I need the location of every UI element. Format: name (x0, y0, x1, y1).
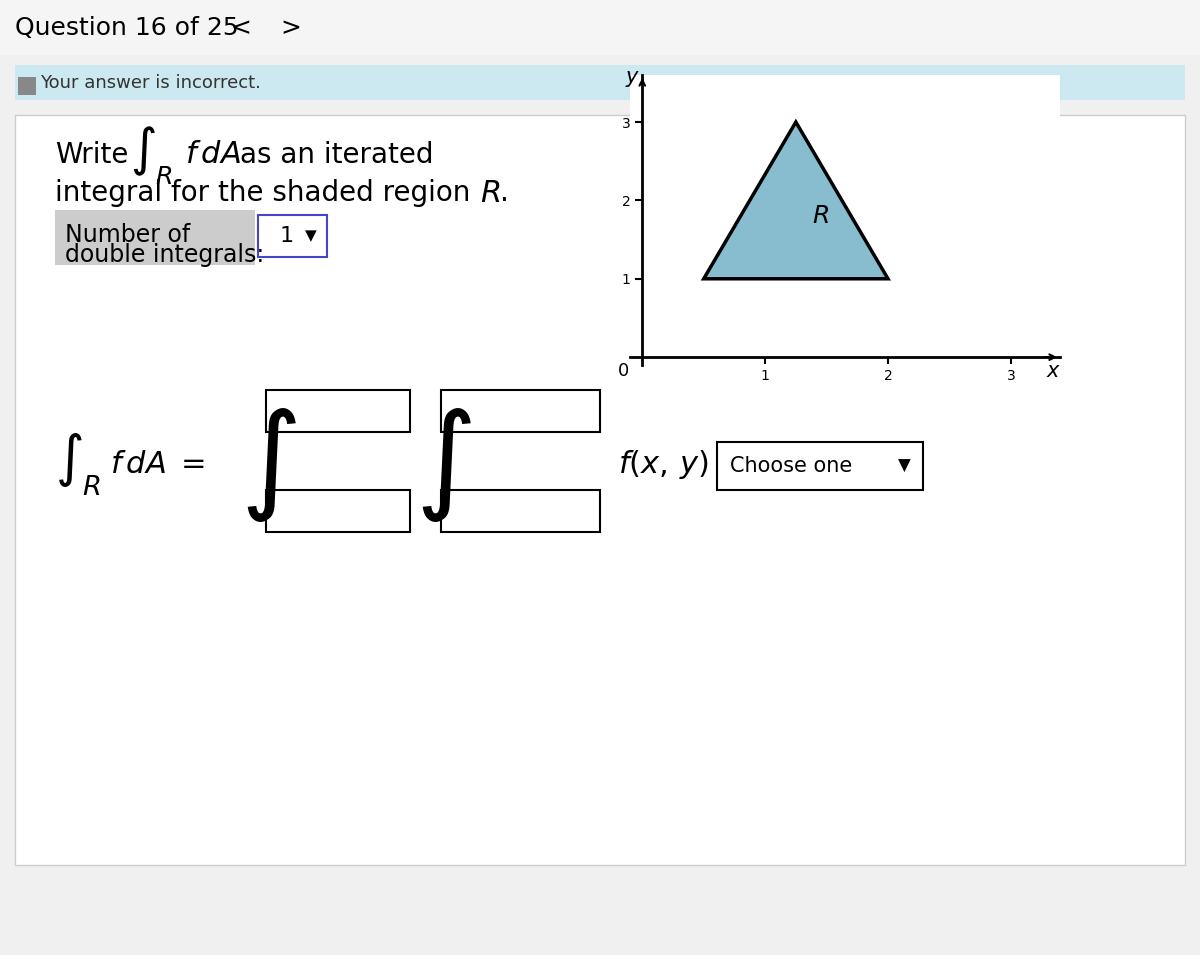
Text: $\int$: $\int$ (415, 406, 472, 524)
Text: $f\,dA$: $f\,dA$ (185, 140, 241, 169)
Text: as an iterated: as an iterated (240, 141, 433, 169)
FancyBboxPatch shape (0, 0, 1200, 55)
FancyBboxPatch shape (442, 390, 600, 432)
FancyBboxPatch shape (18, 77, 36, 95)
Text: .: . (500, 179, 509, 207)
Text: integral for the shaded region: integral for the shaded region (55, 179, 470, 207)
Text: Number of: Number of (65, 223, 191, 247)
Text: 0: 0 (618, 362, 630, 380)
Text: $\int_R$: $\int_R$ (55, 432, 101, 499)
FancyBboxPatch shape (14, 115, 1186, 865)
Text: $f(x,\,y)$: $f(x,\,y)$ (618, 449, 708, 481)
Text: >: > (280, 16, 301, 40)
FancyBboxPatch shape (442, 490, 600, 532)
Text: Choose one: Choose one (730, 456, 852, 476)
Text: $\int$: $\int$ (240, 406, 296, 524)
FancyBboxPatch shape (718, 442, 923, 490)
Text: ▼: ▼ (305, 228, 317, 244)
Text: Your answer is incorrect.: Your answer is incorrect. (40, 74, 260, 92)
Text: 1: 1 (280, 226, 294, 246)
Text: Write: Write (55, 141, 128, 169)
FancyBboxPatch shape (14, 65, 1186, 100)
Text: ▼: ▼ (898, 457, 911, 475)
FancyBboxPatch shape (258, 215, 326, 257)
FancyBboxPatch shape (266, 390, 410, 432)
Polygon shape (703, 122, 888, 279)
Text: $y$: $y$ (625, 69, 640, 89)
Text: $x$: $x$ (1046, 361, 1061, 381)
Text: double integrals:: double integrals: (65, 243, 264, 267)
FancyBboxPatch shape (266, 490, 410, 532)
Text: $R$: $R$ (812, 204, 829, 228)
Text: $f\,dA\;=$: $f\,dA\;=$ (110, 451, 204, 479)
Text: $\int_R$: $\int_R$ (130, 124, 173, 186)
Text: $R$: $R$ (480, 179, 500, 207)
FancyBboxPatch shape (55, 210, 256, 265)
Text: <: < (230, 16, 251, 40)
Text: Question 16 of 25: Question 16 of 25 (14, 16, 239, 40)
